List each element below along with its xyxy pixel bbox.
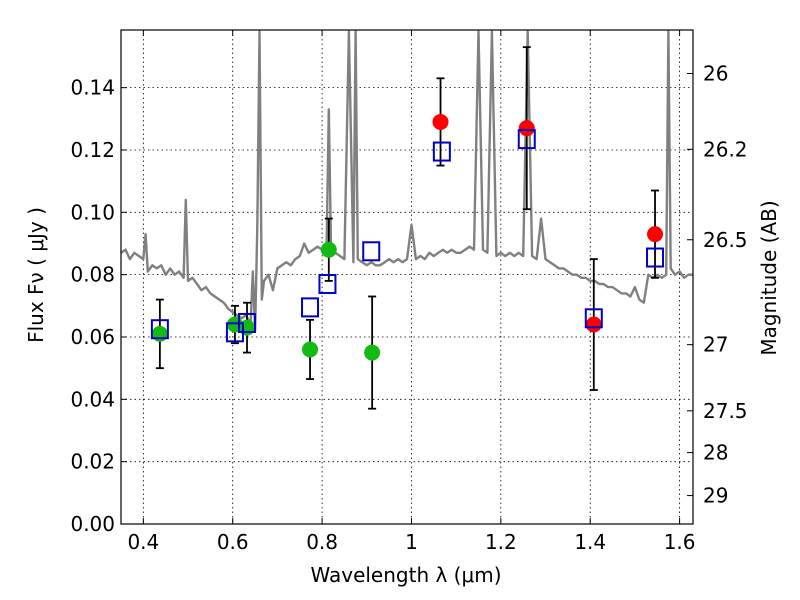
right-tick-label: 28 xyxy=(703,441,728,465)
x-tick-label: 1.6 xyxy=(664,530,696,554)
x-tick-label: 0.4 xyxy=(127,530,159,554)
x-tick-label: 0.8 xyxy=(306,530,338,554)
right-tick-label: 26.2 xyxy=(703,137,748,161)
right-tick-label: 29 xyxy=(703,484,728,508)
model-flux-square xyxy=(362,241,381,262)
template-spectrum-layer xyxy=(120,30,693,332)
optical-flux-point xyxy=(320,241,337,258)
right-tick-label: 26.5 xyxy=(703,228,748,252)
right-tick-label: 26 xyxy=(703,61,728,85)
x-tick-label: 0.6 xyxy=(217,530,249,554)
y-tick-label: 0.04 xyxy=(70,387,115,411)
marker-layer xyxy=(150,113,665,361)
optical-flux-point xyxy=(364,344,381,361)
template-spectrum-line xyxy=(120,30,693,332)
y-tick-label: 0.08 xyxy=(70,263,115,287)
infrared-flux-point xyxy=(647,226,664,243)
x-axis-label: Wavelength λ (μm) xyxy=(310,563,501,587)
model-flux-square xyxy=(517,129,536,150)
model-flux-square xyxy=(318,274,337,295)
model-flux-square xyxy=(150,319,169,340)
infrared-flux-point xyxy=(518,120,535,137)
y-tick-label: 0.10 xyxy=(70,200,115,224)
model-flux-square xyxy=(301,297,320,318)
model-flux-square xyxy=(584,308,603,329)
x-tick-label: 1.2 xyxy=(485,530,517,554)
x-tick-label: 1 xyxy=(405,530,418,554)
y-axis-label: Flux Fν ( μJy ) xyxy=(24,207,48,343)
y-tick-label: 0.14 xyxy=(70,76,115,100)
ticks: 0.4 0.6 0.8 1 1.2 1.4 1.6 0.00 0.02 0.04 0.06 0.08 0… xyxy=(70,30,748,554)
plot-frame xyxy=(120,29,694,525)
optical-flux-point xyxy=(302,341,319,358)
errorbar-layer xyxy=(155,46,660,410)
right-tick-label: 27 xyxy=(703,333,728,357)
y-tick-label: 0.00 xyxy=(70,512,115,536)
optical-flux-point xyxy=(239,319,256,336)
infrared-flux-point xyxy=(432,113,449,130)
model-flux-square xyxy=(432,141,451,162)
model-flux-square xyxy=(646,247,665,268)
x-tick-label: 1.4 xyxy=(574,530,606,554)
infrared-flux-point xyxy=(585,316,602,333)
right-tick-label: 27.5 xyxy=(703,399,748,423)
y-tick-label: 0.12 xyxy=(70,138,115,162)
y-tick-label: 0.06 xyxy=(70,325,115,349)
grid xyxy=(121,30,693,525)
optical-flux-point xyxy=(151,325,168,342)
y-tick-label: 0.02 xyxy=(70,450,115,474)
right-axis-label: Magnitude (AB) xyxy=(757,200,781,355)
model-flux-square xyxy=(238,312,257,333)
